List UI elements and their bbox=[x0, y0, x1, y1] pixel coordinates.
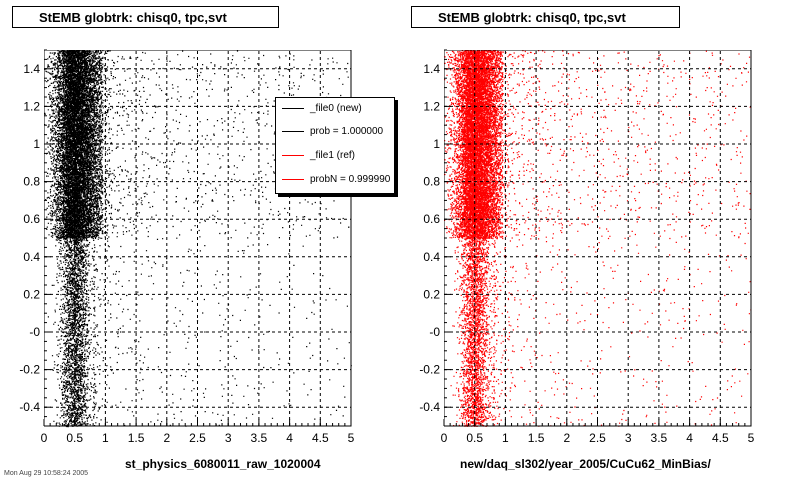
legend-label: probN = 0.999990 bbox=[310, 174, 391, 185]
x-tick-label: 5 bbox=[348, 431, 355, 445]
x-tick-label: 0.5 bbox=[66, 431, 83, 445]
legend-entry-probn: probN = 0.999990 bbox=[282, 173, 390, 187]
chart-title-left: StEMB globtrk: chisq0, tpc,svt bbox=[12, 6, 279, 28]
x-tick-label: 2.5 bbox=[589, 431, 606, 445]
y-tick-label: -0 bbox=[29, 325, 40, 339]
x-tick-label: 3.5 bbox=[651, 431, 668, 445]
y-tick-label: 0.4 bbox=[23, 250, 40, 264]
legend: _file0 (new) prob = 1.000000 _file1 (ref… bbox=[275, 97, 395, 194]
legend-swatch bbox=[282, 107, 304, 109]
x-tick-label: 1.5 bbox=[128, 431, 145, 445]
legend-label: _file1 (ref) bbox=[310, 150, 356, 161]
y-tick-label: 1.2 bbox=[23, 99, 40, 113]
grid bbox=[444, 50, 751, 426]
x-tick-label: 1 bbox=[102, 431, 109, 445]
x-tick-label: 0.5 bbox=[466, 431, 483, 445]
legend-swatch bbox=[282, 178, 304, 180]
scatter-plot-right bbox=[444, 50, 752, 427]
y-tick-label: -0.4 bbox=[19, 400, 40, 414]
y-tick-label: 0.2 bbox=[423, 287, 440, 301]
x-axis-label-right: new/daq_sl302/year_2005/CuCu62_MinBias/ bbox=[460, 457, 711, 471]
y-tick-label: 1.2 bbox=[423, 99, 440, 113]
x-tick-label: 2 bbox=[163, 431, 170, 445]
x-tick-label: 3 bbox=[625, 431, 632, 445]
x-tick-label: 1.5 bbox=[528, 431, 545, 445]
axes: 0 0.5 1 1.5 2 2.5 3 3.5 4 4.5 5 -0.4 -0.2 -0 0.2 0.4 0.6… bbox=[19, 49, 355, 445]
grid bbox=[44, 50, 351, 426]
y-tick-label: 0.8 bbox=[23, 175, 40, 189]
legend-label: _file0 (new) bbox=[310, 103, 362, 114]
legend-entry-file0: _file0 (new) bbox=[282, 102, 362, 116]
y-tick-label: -0.2 bbox=[419, 363, 440, 377]
y-tick-label: -0 bbox=[429, 325, 440, 339]
y-tick-label: 0.4 bbox=[423, 250, 440, 264]
x-tick-label: 4 bbox=[686, 431, 693, 445]
legend-entry-prob: prob = 1.000000 bbox=[282, 125, 383, 139]
x-tick-label: 0 bbox=[41, 431, 48, 445]
timestamp-footer: Mon Aug 29 10:58:24 2005 bbox=[4, 470, 89, 477]
scatter-plot-left bbox=[44, 50, 352, 428]
y-tick-label: 1.4 bbox=[23, 62, 40, 76]
chart-title-right: StEMB globtrk: chisq0, tpc,svt bbox=[411, 6, 680, 28]
x-tick-label: 2.5 bbox=[189, 431, 206, 445]
y-tick-label: -0.2 bbox=[19, 363, 40, 377]
x-tick-label: 3.5 bbox=[251, 431, 268, 445]
y-tick-label: 0.6 bbox=[423, 212, 440, 226]
legend-label: prob = 1.000000 bbox=[310, 126, 384, 137]
y-tick-label: 1 bbox=[33, 137, 40, 151]
y-tick-label: 1 bbox=[433, 137, 440, 151]
y-tick-label: 0.2 bbox=[23, 287, 40, 301]
y-tick-label: 0.6 bbox=[23, 212, 40, 226]
x-tick-label: 5 bbox=[748, 431, 755, 445]
y-tick-label: 0.8 bbox=[423, 175, 440, 189]
x-tick-label: 4 bbox=[286, 431, 293, 445]
y-tick-label: -0.4 bbox=[419, 400, 440, 414]
legend-swatch bbox=[282, 130, 304, 132]
axes: 0 0.5 1 1.5 2 2.5 3 3.5 4 4.5 5 -0.4 -0.2 -0 0.2 0.4 0.6… bbox=[419, 49, 755, 445]
x-axis-label-left: st_physics_6080011_raw_1020004 bbox=[125, 457, 321, 471]
x-tick-label: 0 bbox=[441, 431, 448, 445]
y-tick-label: 1.4 bbox=[423, 62, 440, 76]
x-tick-label: 3 bbox=[225, 431, 232, 445]
legend-swatch bbox=[282, 154, 304, 156]
x-tick-label: 4.5 bbox=[312, 431, 329, 445]
x-tick-label: 2 bbox=[563, 431, 570, 445]
x-tick-label: 1 bbox=[502, 431, 509, 445]
legend-entry-file1: _file1 (ref) bbox=[282, 149, 355, 163]
x-tick-label: 4.5 bbox=[712, 431, 729, 445]
